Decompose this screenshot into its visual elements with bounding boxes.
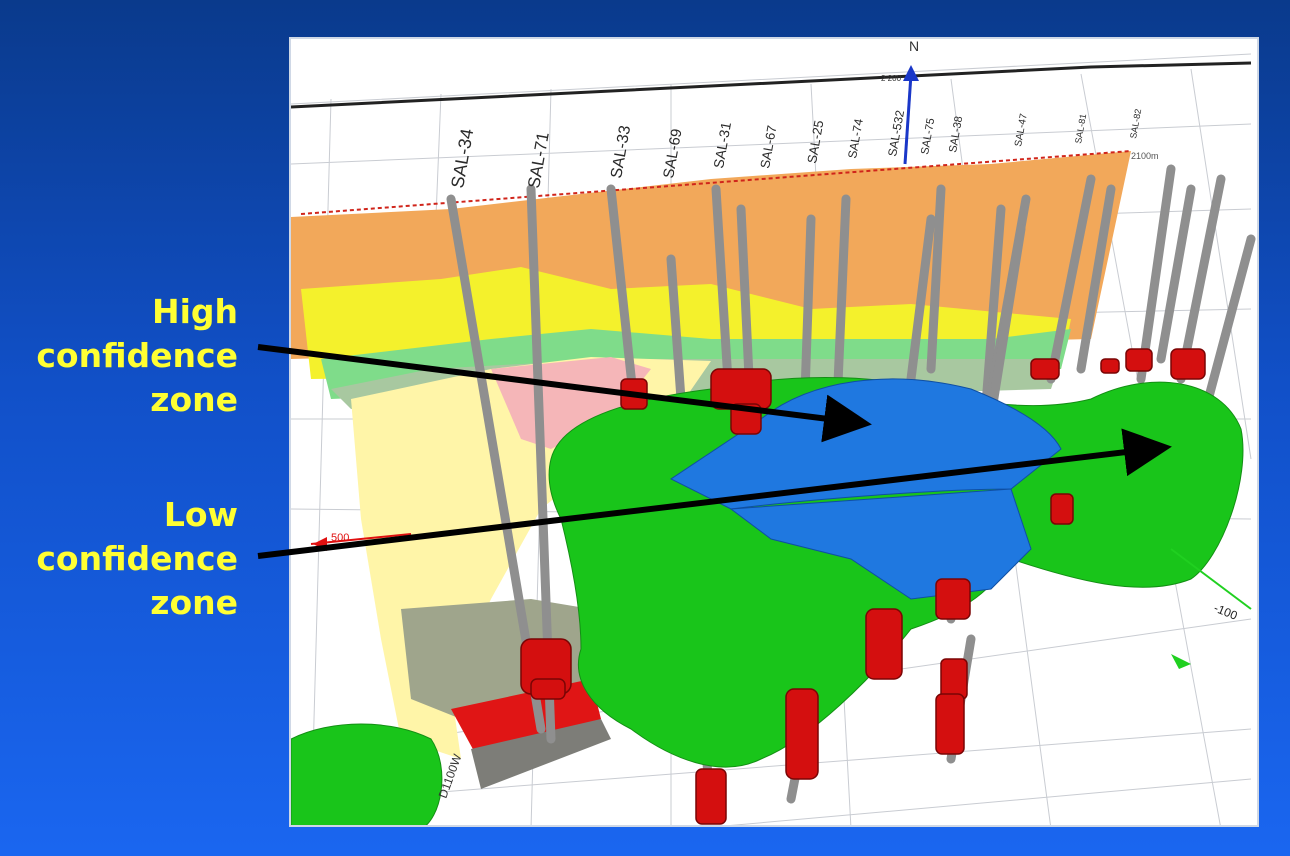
north-arrow-head — [903, 65, 919, 81]
callout-line: Low — [163, 495, 238, 534]
y-axis-line — [1170, 548, 1252, 610]
y-axis-marker — [1171, 654, 1191, 669]
callout-line: zone — [150, 583, 238, 622]
3d-model-viewport[interactable]: SAL-34 SAL-71 SAL-33 SAL-69 SAL-31 SAL-67 SAL-… — [289, 37, 1259, 827]
high-confidence-callout: High confidence zone — [36, 290, 238, 422]
3d-geological-scene — [291, 53, 1256, 825]
callout-line: High — [151, 292, 238, 331]
low-confidence-callout: Low confidence zone — [36, 493, 238, 625]
callout-line: confidence — [36, 336, 238, 375]
callout-line: zone — [150, 380, 238, 419]
model-boundary-line — [291, 61, 1252, 109]
north-arrow-line — [903, 73, 913, 165]
x-axis-arrow — [313, 537, 327, 551]
callout-line: confidence — [36, 539, 238, 578]
